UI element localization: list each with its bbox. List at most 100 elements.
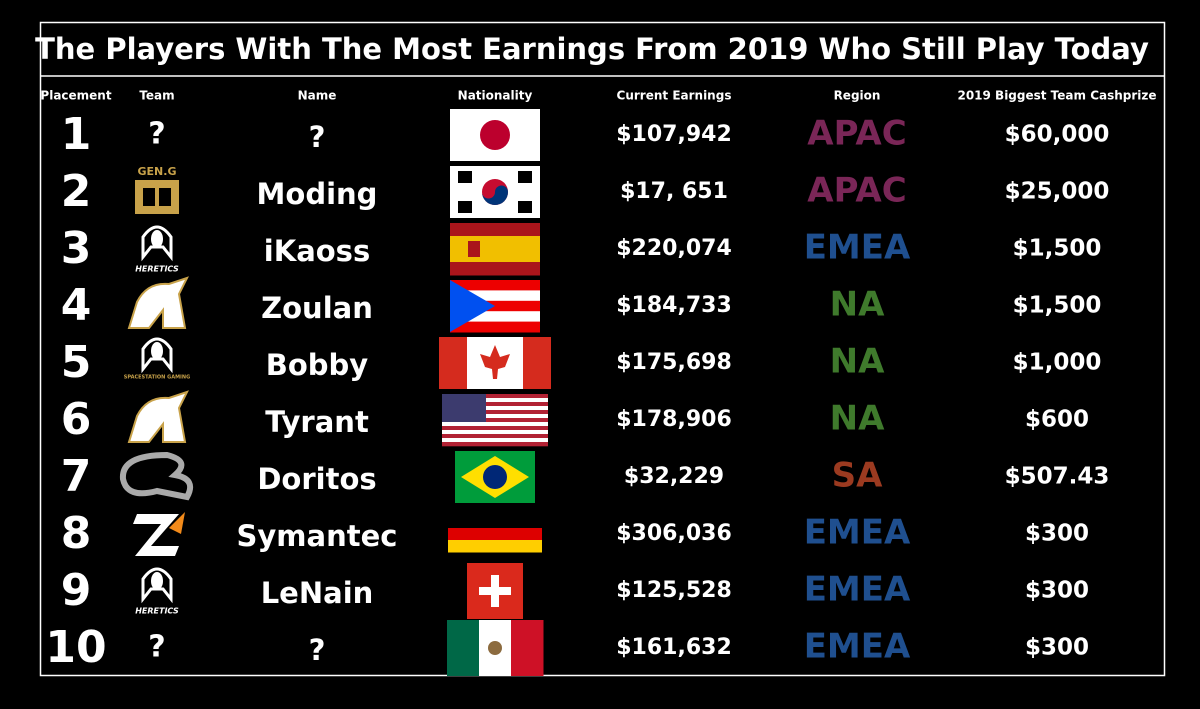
logo-shape — [119, 451, 193, 501]
region: APAC — [807, 114, 906, 154]
team-logo — [127, 390, 189, 443]
flag-part — [483, 465, 507, 489]
flag-part — [458, 201, 472, 213]
logo-shape — [135, 180, 179, 214]
current-earnings: $32,229 — [624, 464, 724, 489]
flag — [450, 223, 540, 276]
placement: 5 — [61, 337, 92, 388]
column-header: Nationality — [458, 89, 533, 103]
flag-part — [450, 223, 540, 237]
logo-shape — [127, 390, 189, 443]
player-name: ? — [309, 120, 326, 154]
flag-part — [458, 171, 472, 183]
current-earnings: $17, 651 — [620, 179, 728, 204]
team-cashprize: $1,000 — [1013, 350, 1102, 376]
column-header: Placement — [40, 89, 111, 103]
region: NA — [830, 285, 885, 325]
logo-shape — [169, 512, 185, 534]
logo-shape — [151, 342, 163, 360]
team-logo — [119, 451, 193, 501]
flag — [467, 563, 523, 619]
flag-part — [448, 528, 542, 541]
column-header: Name — [298, 89, 337, 103]
team-logo-text: SPACESTATION GAMING — [124, 375, 190, 381]
current-earnings: $220,074 — [616, 236, 732, 261]
player-name: Tyrant — [265, 405, 369, 439]
flag-part — [480, 120, 510, 150]
flag-part — [518, 201, 532, 213]
flag-part — [450, 300, 540, 312]
flag — [439, 337, 551, 389]
player-name: Moding — [257, 177, 378, 211]
team: ? — [148, 117, 165, 152]
team-cashprize: $60,000 — [1005, 122, 1110, 148]
flag-part — [450, 249, 540, 263]
current-earnings: $184,733 — [616, 293, 732, 318]
flag-part — [442, 442, 548, 447]
placement: 8 — [61, 508, 92, 559]
region: NA — [830, 342, 885, 382]
team-logo-text: HERETICS — [135, 265, 179, 274]
flag-part — [518, 171, 532, 183]
flag-part — [442, 438, 548, 443]
player-name: Symantec — [237, 519, 398, 553]
team-logo — [127, 276, 189, 329]
flag — [450, 280, 540, 333]
flag-part — [450, 311, 540, 323]
team: ? — [148, 630, 165, 665]
flag-part — [442, 410, 548, 415]
flag-part — [448, 540, 542, 553]
flag-part — [442, 430, 548, 435]
flag-part — [488, 641, 502, 655]
logo-shape — [151, 230, 163, 248]
title: The Players With The Most Earnings From … — [35, 32, 1149, 66]
placement: 2 — [61, 166, 92, 217]
placement: 3 — [61, 223, 92, 274]
player-name: Doritos — [257, 462, 376, 496]
flag-part — [442, 418, 548, 423]
player-name: Zoulan — [261, 291, 373, 325]
team-logo — [133, 512, 185, 556]
flag — [455, 451, 535, 503]
flag-part — [450, 262, 540, 276]
placement: 1 — [61, 109, 92, 160]
current-earnings: $161,632 — [616, 635, 732, 660]
flag-part — [442, 414, 548, 419]
region: EMEA — [804, 627, 911, 667]
flag-part — [479, 587, 511, 595]
player-name: LeNain — [261, 576, 374, 610]
team-cashprize: $1,500 — [1013, 236, 1102, 262]
team-cashprize: $507.43 — [1005, 464, 1110, 490]
logo-shape — [141, 225, 173, 262]
player-name: iKaoss — [264, 234, 370, 268]
team-cashprize: $25,000 — [1005, 179, 1110, 205]
placement: 7 — [61, 451, 92, 502]
flag — [442, 394, 548, 447]
logo-shape — [151, 572, 163, 590]
region: SA — [832, 456, 883, 496]
flag-part — [468, 241, 480, 257]
flag-part — [442, 434, 548, 439]
flag-part — [450, 280, 540, 291]
team-logo-text: GEN.G — [138, 165, 177, 178]
team-cashprize: $300 — [1025, 521, 1089, 547]
region: EMEA — [804, 570, 911, 610]
flag-part — [480, 345, 510, 379]
team-cashprize: $300 — [1025, 578, 1089, 604]
flag — [447, 620, 544, 676]
current-earnings: $306,036 — [616, 521, 732, 546]
flag-part — [442, 398, 548, 403]
flag-part — [523, 337, 551, 389]
team-cashprize: $600 — [1025, 407, 1089, 433]
column-header: Region — [834, 89, 881, 103]
current-earnings: $175,698 — [616, 350, 732, 375]
flag-part — [450, 290, 540, 302]
placement: 9 — [61, 565, 92, 616]
current-earnings: $178,906 — [616, 407, 732, 432]
flag — [448, 516, 542, 553]
flag — [450, 109, 540, 161]
flag-part — [442, 394, 548, 399]
flag-part — [442, 402, 548, 407]
